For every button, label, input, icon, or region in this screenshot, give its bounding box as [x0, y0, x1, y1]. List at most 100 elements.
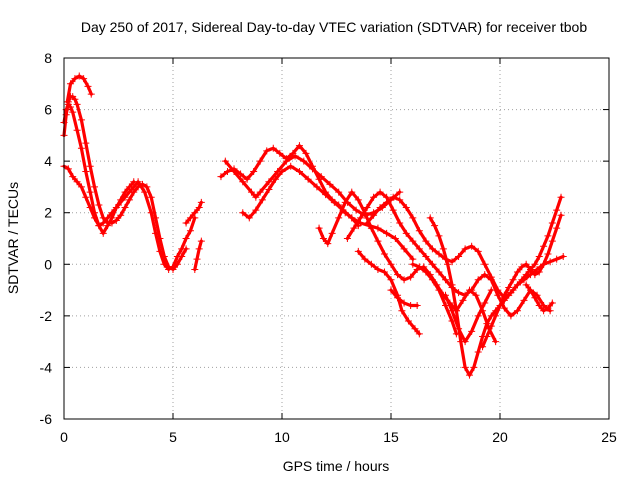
data-point: [143, 183, 151, 191]
data-point: [363, 204, 371, 212]
data-point: [459, 296, 467, 304]
data-point: [165, 263, 173, 271]
data-point: [492, 312, 500, 320]
data-point: [544, 304, 552, 312]
series-trace: [241, 164, 415, 261]
series-arc-16: [426, 193, 565, 379]
data-point: [383, 198, 391, 206]
data-point: [387, 260, 395, 268]
data-point: [197, 237, 205, 245]
y-tick-label: -4: [40, 359, 53, 375]
data-point: [553, 255, 561, 263]
data-point: [295, 142, 303, 150]
data-point: [468, 327, 476, 335]
data-point: [513, 268, 521, 276]
data-point: [82, 193, 90, 201]
data-point: [435, 286, 443, 294]
data-point: [374, 265, 382, 273]
data-point: [278, 167, 286, 175]
data-point: [335, 214, 343, 222]
data-point: [252, 193, 260, 201]
data-point: [182, 219, 190, 227]
data-point: [258, 196, 266, 204]
data-point: [398, 307, 406, 315]
data-point: [481, 271, 489, 279]
data-point: [141, 188, 149, 196]
data-point: [343, 235, 351, 242]
series-arc-5: [182, 198, 205, 227]
data-point: [191, 209, 199, 217]
data-point: [302, 149, 310, 157]
data-point: [73, 126, 81, 134]
data-point: [348, 214, 356, 222]
data-point: [415, 245, 423, 253]
data-point: [282, 157, 290, 165]
data-point: [444, 260, 452, 268]
data-point: [409, 260, 417, 268]
series-arc-9: [239, 162, 417, 263]
data-point: [265, 178, 273, 186]
series-arc-4: [63, 72, 95, 106]
data-point: [256, 188, 264, 196]
x-tick-label: 15: [383, 429, 399, 445]
data-point: [509, 276, 517, 284]
data-point: [402, 204, 410, 212]
data-point: [82, 139, 90, 147]
data-point: [324, 240, 332, 248]
series-arc-18: [479, 211, 565, 351]
data-point: [156, 235, 164, 242]
data-point: [95, 201, 103, 209]
data-point: [348, 188, 356, 196]
data-point: [195, 245, 203, 253]
data-point: [367, 224, 375, 232]
data-point: [540, 307, 548, 315]
data-point: [256, 157, 264, 165]
data-point: [160, 253, 168, 261]
data-point: [394, 294, 402, 302]
data-point: [99, 214, 107, 222]
data-point: [71, 95, 79, 103]
data-point: [173, 260, 181, 268]
data-point: [178, 253, 186, 261]
data-point: [217, 173, 225, 181]
x-tick-label: 5: [169, 429, 177, 445]
data-point: [435, 250, 443, 258]
data-point: [69, 108, 77, 116]
data-point: [370, 193, 378, 201]
data-point: [442, 291, 449, 299]
data-series-layer: [60, 72, 567, 379]
data-point: [71, 75, 79, 83]
data-point: [263, 147, 271, 155]
data-point: [442, 276, 449, 284]
data-point: [509, 286, 517, 294]
data-point: [474, 247, 482, 255]
data-point: [522, 281, 530, 289]
data-point: [474, 312, 482, 320]
data-point: [544, 232, 552, 240]
data-point: [239, 178, 247, 186]
data-point: [411, 325, 419, 333]
data-point: [67, 80, 75, 88]
data-point: [224, 167, 231, 175]
data-point: [557, 193, 565, 201]
data-point: [330, 198, 338, 206]
data-point: [134, 183, 142, 191]
data-point: [91, 209, 99, 217]
data-point: [376, 188, 384, 196]
data-point: [470, 363, 478, 371]
data-point: [313, 183, 321, 191]
data-point: [415, 330, 423, 338]
data-point: [117, 211, 125, 219]
data-point: [117, 196, 125, 204]
data-point: [77, 116, 85, 124]
data-point: [404, 317, 412, 325]
data-point: [86, 188, 94, 196]
series-trace: [193, 239, 203, 271]
data-point: [247, 188, 255, 196]
data-point: [396, 219, 404, 227]
data-point: [326, 180, 334, 188]
data-point: [546, 258, 554, 266]
data-point: [130, 178, 138, 186]
data-point: [77, 183, 85, 191]
data-point: [352, 206, 360, 214]
